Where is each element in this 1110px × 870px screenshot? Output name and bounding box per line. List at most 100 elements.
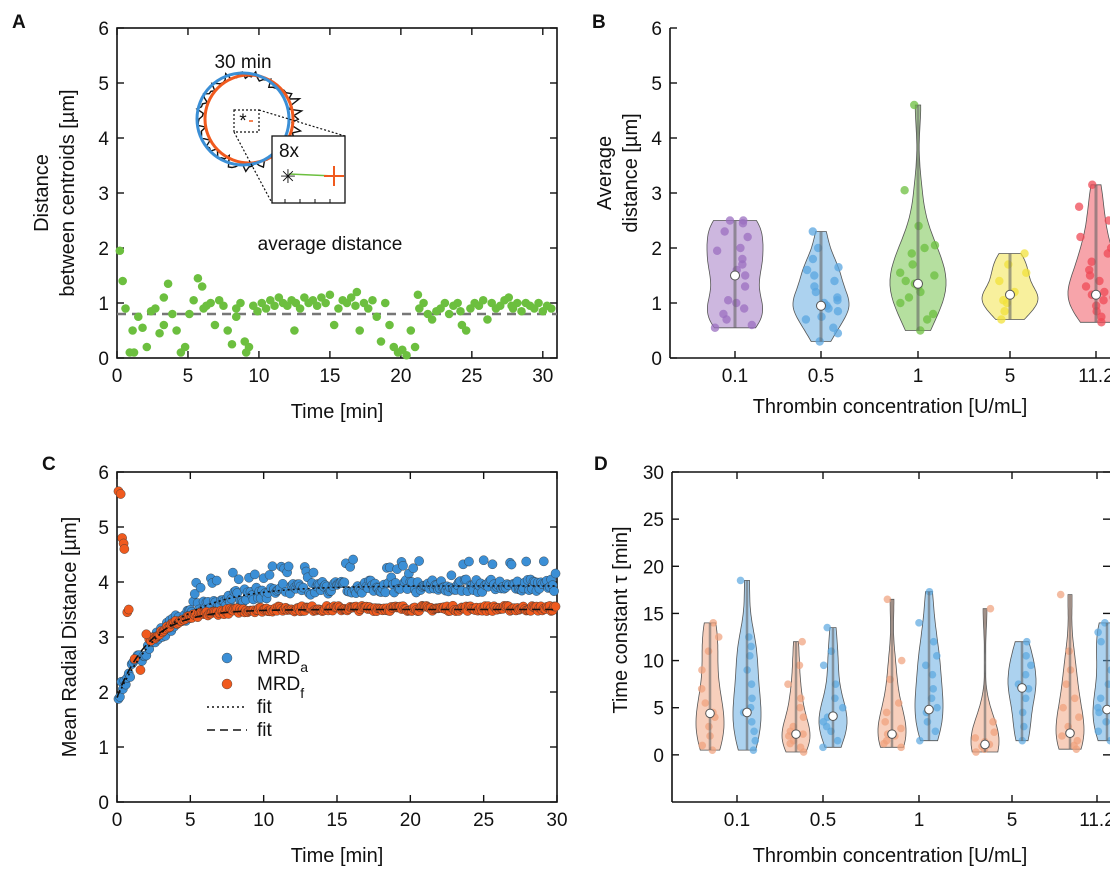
panel-a-xtick-label: 15: [319, 366, 340, 387]
panel-a-xtick-label: 20: [390, 366, 411, 387]
panel-c-point-a: [408, 563, 419, 573]
panel-d-point-orange: [1056, 590, 1065, 599]
panel-b-xlabel: Thrombin concentration [U/mL]: [753, 396, 1028, 418]
panel-a-point: [444, 309, 454, 319]
panel-a-point: [368, 295, 377, 305]
panel-c-ytick-label: 3: [98, 628, 109, 649]
panel-d-point-orange: [1073, 736, 1082, 745]
panel-b-point: [896, 298, 905, 308]
panel-a-ytick-label: 3: [98, 184, 109, 205]
panel-d-point-orange: [882, 708, 891, 717]
panel-c-point-f: [119, 544, 130, 554]
panel-d-point-blue: [747, 680, 756, 688]
panel-b-median: [816, 300, 826, 311]
panel-c-ytick-label: 4: [98, 573, 109, 594]
panel-a-point: [253, 306, 262, 316]
panel-a-inset-connector-1: [233, 131, 273, 204]
panel-a-point: [346, 293, 356, 302]
panel-c-ytick-label: 6: [98, 463, 109, 484]
panel-c-point-a: [398, 560, 408, 571]
panel-b-point: [1074, 202, 1084, 211]
panel-b-point: [740, 282, 750, 291]
panel-d-point-blue: [747, 718, 756, 726]
panel-b-point: [922, 315, 932, 324]
panel-c-point-a: [264, 570, 275, 580]
panel-c-point-a: [339, 577, 350, 588]
panel-b-xtick-label: 0.5: [808, 366, 834, 387]
panel-d-point-orange: [698, 741, 707, 750]
panel-b-point: [999, 296, 1008, 305]
panel-a-point: [129, 348, 139, 357]
panel-d-point-blue: [916, 736, 924, 745]
panel-b-point: [808, 227, 817, 236]
panel-d-point-orange: [697, 685, 706, 693]
panel-c-point-a: [189, 589, 200, 599]
panel-b-point: [830, 276, 839, 286]
panel-d-point-blue: [747, 642, 755, 651]
panel-d-median-blue: [828, 711, 838, 722]
panel-a-point: [270, 301, 279, 311]
panel-a-inset-fit-circle-blue: [195, 71, 291, 167]
panel-c-point-f: [550, 601, 561, 612]
panel-d-median-blue: [1102, 704, 1110, 715]
panel-b-point: [738, 219, 748, 228]
panel-a-point: [517, 306, 526, 316]
panel-c-xtick-label: 30: [546, 810, 567, 831]
panel-c-legend-label: fit: [257, 697, 273, 718]
panel-c-legend-marker: [221, 652, 233, 664]
panel-d-ytick-label: 25: [643, 510, 664, 531]
panel-a-point: [180, 342, 190, 352]
panel-a-point: [478, 295, 488, 305]
panel-b-point: [833, 307, 843, 316]
panel-d-point-blue: [915, 619, 923, 627]
panel-a-point: [227, 339, 237, 349]
panel-a-xtick-label: 0: [112, 366, 123, 387]
panel-d-point-orange: [882, 736, 891, 745]
panel-a-ytick-label: 1: [98, 294, 109, 315]
panel-d-point-orange: [795, 661, 804, 670]
panel-d-point-orange: [883, 595, 892, 604]
panel-letter-c: C: [42, 454, 56, 475]
panel-d-point-blue: [748, 694, 756, 703]
panel-a-point: [223, 326, 233, 335]
panel-d-point-blue: [931, 727, 940, 736]
panel-c-point-a: [298, 582, 309, 593]
panel-a-point: [547, 304, 556, 313]
panel-a-point: [219, 301, 228, 311]
panel-c-point-a: [233, 574, 244, 585]
panel-d-point-orange: [709, 619, 718, 627]
panel-letter-b: B: [592, 12, 606, 33]
panel-d-ytick-label: 0: [653, 746, 664, 767]
panel-b-point: [908, 260, 917, 269]
panel-c-xtick-label: 20: [400, 810, 421, 831]
panel-a-point: [410, 342, 420, 352]
panel-d-point-blue: [929, 685, 938, 693]
panel-b-point: [1104, 216, 1110, 225]
panel-b-ytick-label: 2: [651, 239, 662, 260]
panel-b-point: [895, 268, 905, 277]
panel-b-median: [1091, 289, 1101, 300]
panel-a-point: [352, 287, 362, 297]
panel-b-point: [928, 309, 938, 319]
panel-d-xtick-label: 1: [914, 810, 925, 831]
panel-a-point: [197, 282, 207, 291]
panel-d-median-blue: [742, 707, 752, 718]
panel-d-median-orange: [791, 729, 801, 739]
panel-c-fit-dotted: [116, 585, 557, 698]
panel-c-chart: 0 1 2 3 4 5 6 0 5 10 15 20 25 30 Time [min] Mean Radial…: [59, 463, 568, 867]
panel-c-xtick-label: 0: [112, 810, 123, 831]
panel-c-point-a: [125, 672, 135, 682]
panel-c-point-a: [539, 556, 549, 567]
panel-d-point-orange: [972, 748, 980, 756]
panel-a-inset-star-large: ✳: [280, 167, 296, 188]
panel-b-xtick-label: 0.1: [722, 366, 748, 387]
panel-d-point-orange: [701, 699, 710, 707]
panel-d-point-blue: [1022, 652, 1030, 660]
panel-c-ytick-label: 2: [98, 683, 109, 704]
panel-c-point-a: [277, 579, 288, 589]
panel-c-point-f: [141, 629, 152, 640]
panel-a-point: [128, 326, 137, 335]
panel-d-median-blue: [924, 704, 934, 715]
panel-b-point: [997, 315, 1006, 324]
